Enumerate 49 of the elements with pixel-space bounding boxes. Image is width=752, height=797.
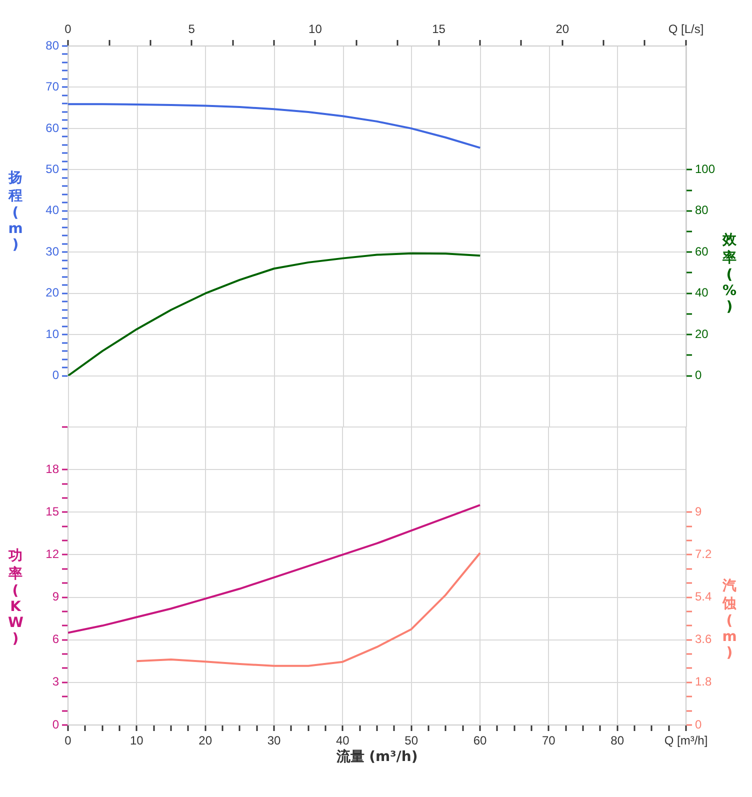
x-tick-label: 60 (473, 734, 487, 748)
y-tick-label: 3 (52, 674, 60, 689)
y2-tick-label: 5.4 (695, 590, 712, 604)
y-tick-label: 80 (46, 38, 60, 52)
y-tick-label: 15 (46, 504, 60, 518)
y-tick-label: 10 (46, 326, 60, 341)
y2-tick-label: 1.8 (695, 674, 712, 689)
x-tick-label: Q [m³/h] (664, 734, 708, 748)
y-tick-label: 9 (52, 590, 60, 604)
x-tick-label: 0 (64, 734, 72, 748)
x-tick-label: Q [L/s] (668, 22, 704, 36)
x-tick-label: 50 (404, 734, 418, 748)
x-tick-label: 70 (542, 734, 556, 748)
y2-tick-label: 40 (695, 286, 709, 300)
y-tick-label: 12 (46, 547, 60, 562)
y-tick-label: 40 (46, 203, 60, 218)
y-tick-label: 18 (46, 462, 60, 476)
y2-tick-label: 0 (695, 368, 702, 382)
y-tick-label: 60 (46, 120, 60, 135)
x-tick-label: 10 (308, 22, 322, 36)
x-tick-label: 0 (64, 22, 72, 36)
y-tick-label: 0 (52, 368, 60, 382)
x-tick-label: 20 (198, 734, 212, 748)
y2-tick-label: 9 (695, 504, 702, 518)
y-tick-label: 0 (52, 717, 60, 732)
y2-axis-title: 效率(%) (722, 230, 737, 315)
x-tick-label: 80 (610, 734, 624, 748)
x-tick-label: 20 (556, 22, 570, 36)
y2-axis-title: 汽蚀(m) (722, 576, 737, 661)
y-tick-label: 50 (46, 162, 60, 176)
y2-tick-label: 7.2 (695, 547, 712, 562)
y2-tick-label: 100 (695, 162, 716, 176)
y2-tick-label: 80 (695, 203, 709, 218)
y2-tick-label: 60 (695, 244, 709, 258)
y2-tick-label: 3.6 (695, 632, 712, 646)
y2-tick-label: 20 (695, 326, 709, 341)
y-tick-label: 6 (52, 632, 60, 646)
y-axis-title: 扬程(m) (8, 168, 23, 253)
x-tick-label: 10 (130, 734, 144, 748)
y-tick-label: 20 (46, 286, 60, 300)
y-tick-label: 70 (46, 80, 60, 94)
x-tick-label: 40 (336, 734, 350, 748)
x-tick-label: 30 (267, 734, 281, 748)
x-axis-title: 流量 (m³/h) (335, 748, 418, 766)
x-tick-label: 15 (432, 22, 446, 36)
y-tick-label: 30 (46, 244, 60, 258)
y-axis-title: 功率(KW) (8, 547, 24, 648)
y2-tick-label: 0 (695, 717, 702, 732)
x-tick-label: 5 (188, 22, 196, 36)
